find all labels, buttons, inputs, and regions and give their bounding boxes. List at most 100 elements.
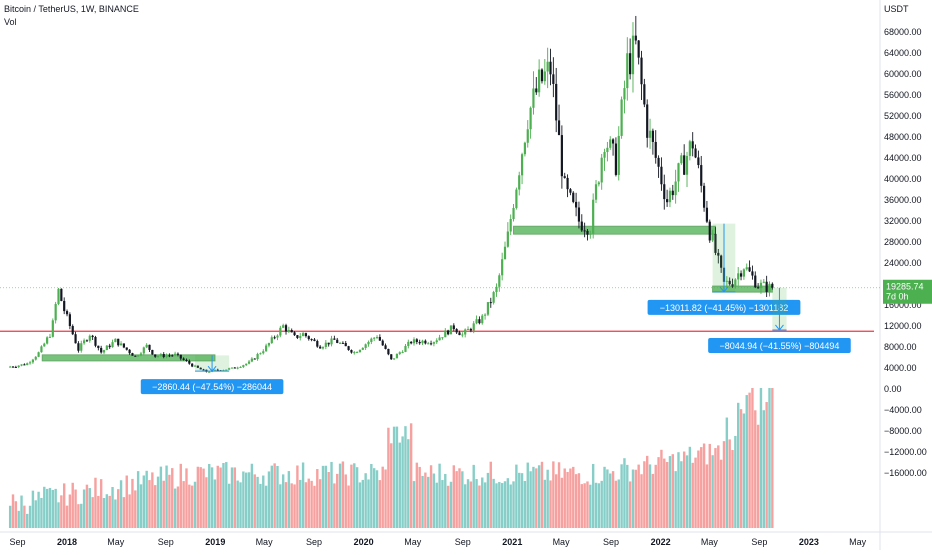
- volume-bar: [267, 471, 271, 528]
- volume-bar: [603, 466, 606, 528]
- candle-body: [378, 337, 381, 341]
- volume-bar: [37, 491, 40, 528]
- candle-body: [458, 332, 461, 336]
- volume-bar: [737, 402, 740, 528]
- volume-bar: [523, 480, 527, 528]
- candle-body: [230, 367, 234, 369]
- volume-bar: [54, 488, 57, 528]
- candle-body: [566, 177, 569, 190]
- candle-body: [11, 366, 15, 368]
- x-tick-label: 2022: [651, 537, 671, 547]
- candle-body: [40, 346, 43, 353]
- volume-bar: [364, 473, 367, 528]
- volume-bar: [176, 486, 180, 528]
- volume-bar: [609, 473, 612, 528]
- volume-bar: [569, 468, 572, 528]
- volume-bar: [611, 471, 615, 528]
- candle-body: [509, 219, 512, 232]
- volume-bar: [60, 495, 63, 528]
- volume-bar: [239, 482, 242, 528]
- volume-bar: [230, 467, 234, 528]
- candle-body: [506, 231, 509, 247]
- y-tick-label: 0.00: [884, 384, 902, 394]
- candle-body: [233, 367, 236, 369]
- candle-body: [208, 371, 211, 373]
- volume-bar: [532, 466, 535, 528]
- candle-body: [338, 342, 342, 344]
- volume-bar: [628, 481, 632, 528]
- x-tick-label: May: [404, 537, 422, 547]
- volume-bar: [316, 469, 319, 528]
- candle-body: [168, 355, 171, 357]
- volume-bar: [560, 477, 564, 528]
- candle-body: [447, 330, 450, 335]
- volume-bar: [688, 446, 692, 528]
- volume-bar: [668, 456, 672, 528]
- volume-bar: [577, 473, 581, 528]
- volume-bar: [520, 473, 524, 528]
- candle-body: [324, 342, 327, 347]
- candle-body: [310, 339, 313, 341]
- volume-bar: [492, 478, 495, 528]
- candle-body: [182, 358, 185, 360]
- candle-body: [515, 189, 518, 208]
- volume-bar: [28, 505, 32, 528]
- candle-body: [165, 355, 168, 358]
- volume-bar: [620, 464, 623, 528]
- candle-body: [54, 303, 57, 321]
- candle-body: [236, 367, 239, 369]
- candle-body: [307, 336, 310, 340]
- volume-bar: [759, 388, 763, 528]
- candle-body: [356, 352, 359, 354]
- volume-bar: [671, 454, 674, 528]
- candle-body: [597, 182, 600, 185]
- volume-bar: [600, 480, 603, 528]
- volume-bar: [247, 472, 251, 528]
- candle-body: [253, 358, 256, 360]
- volume-bar: [296, 465, 299, 528]
- candle-body: [154, 354, 157, 357]
- candle-body: [63, 300, 66, 312]
- candle-body: [176, 353, 180, 355]
- volume-bar: [489, 461, 492, 528]
- volume-bar: [682, 451, 686, 528]
- volume-bar: [722, 441, 726, 528]
- candle-body: [475, 319, 478, 324]
- candle-body: [304, 333, 308, 337]
- candle-body: [589, 233, 592, 235]
- volume-bar: [119, 480, 123, 528]
- volume-bar: [742, 413, 746, 528]
- volume-bar: [82, 489, 86, 528]
- candle-body: [196, 365, 199, 368]
- candle-body: [68, 314, 71, 327]
- y-tick-label: 24000.00: [884, 258, 922, 268]
- y-tick-label: 48000.00: [884, 132, 922, 142]
- volume-bar: [182, 481, 185, 528]
- volume-bar: [179, 463, 182, 528]
- volume-bar: [259, 483, 262, 528]
- candle-body: [688, 141, 691, 156]
- volume-bar: [202, 468, 205, 528]
- y-tick-label: 4000.00: [884, 363, 917, 373]
- y-tick-label: 44000.00: [884, 153, 922, 163]
- candle-body: [666, 199, 669, 203]
- volume-bar: [301, 462, 305, 528]
- volume-bar: [242, 471, 245, 528]
- candle-body: [629, 53, 632, 75]
- volume-bar: [350, 464, 353, 528]
- candle-body: [546, 61, 549, 72]
- candle-body: [640, 57, 643, 85]
- volume-bar: [216, 465, 219, 528]
- candle-body: [540, 69, 544, 82]
- volume-bar: [617, 479, 620, 528]
- volume-bar: [142, 475, 146, 528]
- candle-body: [765, 281, 768, 292]
- bar-countdown: 7d 0h: [886, 292, 909, 302]
- volume-bar: [444, 473, 447, 528]
- volume-bar: [663, 458, 666, 528]
- volume-bar: [731, 450, 734, 528]
- volume-bar: [606, 469, 609, 528]
- volume-bar: [114, 499, 117, 528]
